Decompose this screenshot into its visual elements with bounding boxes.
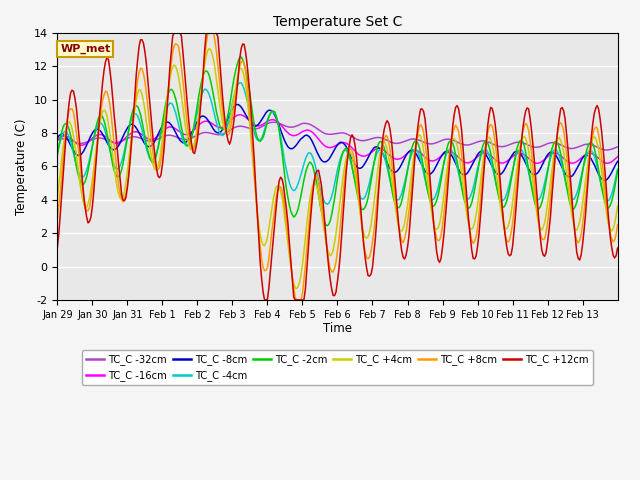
TC_C +4cm — [103, 113, 111, 119]
TC_C -32cm — [67, 138, 74, 144]
TC_C -8cm — [445, 149, 452, 155]
TC_C +8cm — [446, 151, 454, 156]
TC_C -16cm — [67, 135, 74, 141]
TC_C -16cm — [103, 135, 111, 141]
TC_C -4cm — [614, 166, 621, 172]
TC_C -2cm — [446, 138, 454, 144]
TC_C -2cm — [323, 223, 331, 228]
TC_C +12cm — [353, 154, 360, 160]
TC_C +4cm — [205, 46, 213, 52]
TC_C -16cm — [534, 160, 541, 166]
TC_C +8cm — [428, 207, 436, 213]
TC_C -32cm — [269, 120, 277, 125]
Line: TC_C -16cm: TC_C -16cm — [58, 115, 618, 163]
TC_C +12cm — [67, 90, 74, 96]
TC_C -2cm — [353, 187, 360, 192]
TC_C -32cm — [103, 137, 111, 143]
TC_C -16cm — [54, 137, 61, 143]
Y-axis label: Temperature (C): Temperature (C) — [15, 118, 28, 215]
TC_C -8cm — [54, 135, 61, 141]
TC_C -16cm — [285, 131, 293, 137]
TC_C +8cm — [353, 172, 360, 178]
TC_C -16cm — [236, 112, 244, 118]
Line: TC_C +4cm: TC_C +4cm — [58, 49, 618, 288]
TC_C -32cm — [445, 136, 452, 142]
TC_C -8cm — [67, 142, 74, 148]
Line: TC_C -2cm: TC_C -2cm — [58, 57, 618, 226]
TC_C -8cm — [427, 171, 435, 177]
Line: TC_C -32cm: TC_C -32cm — [58, 122, 618, 150]
TC_C -8cm — [614, 158, 621, 164]
TC_C -2cm — [614, 168, 621, 174]
TC_C +12cm — [287, 257, 294, 263]
TC_C -32cm — [614, 144, 621, 150]
TC_C -8cm — [103, 140, 111, 145]
TC_C +4cm — [353, 180, 360, 186]
TC_C -16cm — [351, 148, 359, 154]
Text: WP_met: WP_met — [60, 44, 111, 54]
Line: TC_C +12cm: TC_C +12cm — [58, 33, 618, 300]
TC_C +8cm — [205, 30, 213, 36]
TC_C -32cm — [285, 124, 293, 130]
Legend: TC_C -32cm, TC_C -16cm, TC_C -8cm, TC_C -4cm, TC_C -2cm, TC_C +4cm, TC_C +8cm, T: TC_C -32cm, TC_C -16cm, TC_C -8cm, TC_C … — [82, 350, 593, 385]
TC_C +8cm — [285, 246, 293, 252]
TC_C -8cm — [233, 102, 241, 108]
TC_C -4cm — [54, 150, 61, 156]
TC_C +4cm — [428, 214, 436, 219]
TC_C +12cm — [170, 30, 178, 36]
TC_C -2cm — [103, 131, 111, 136]
TC_C -4cm — [353, 183, 360, 189]
TC_C +4cm — [446, 147, 454, 153]
TC_C -32cm — [351, 135, 359, 141]
TC_C +4cm — [67, 121, 74, 127]
TC_C +8cm — [614, 222, 621, 228]
Line: TC_C -4cm: TC_C -4cm — [58, 83, 618, 204]
X-axis label: Time: Time — [323, 323, 352, 336]
TC_C -2cm — [67, 132, 74, 138]
TC_C -32cm — [604, 147, 611, 153]
TC_C -2cm — [428, 203, 436, 209]
TC_C -4cm — [285, 180, 293, 185]
TC_C +4cm — [614, 203, 621, 209]
TC_C +8cm — [67, 106, 74, 112]
TC_C -32cm — [427, 141, 435, 147]
TC_C +12cm — [54, 244, 61, 250]
TC_C -16cm — [445, 149, 452, 155]
TC_C -8cm — [351, 162, 359, 168]
TC_C -4cm — [428, 197, 436, 203]
TC_C -16cm — [614, 154, 621, 160]
TC_C -2cm — [237, 54, 245, 60]
TC_C -32cm — [54, 137, 61, 143]
TC_C -4cm — [236, 80, 244, 85]
TC_C -8cm — [600, 178, 608, 183]
TC_C -4cm — [323, 201, 331, 207]
TC_C +12cm — [103, 55, 111, 60]
TC_C +12cm — [428, 204, 436, 210]
TC_C -16cm — [427, 158, 435, 164]
Title: Temperature Set C: Temperature Set C — [273, 15, 402, 29]
TC_C +4cm — [54, 194, 61, 200]
TC_C -4cm — [446, 146, 454, 152]
TC_C +8cm — [103, 89, 111, 95]
TC_C +8cm — [292, 297, 300, 303]
TC_C +4cm — [292, 286, 300, 291]
TC_C +8cm — [54, 216, 61, 221]
TC_C -2cm — [54, 152, 61, 158]
TC_C +12cm — [260, 297, 268, 303]
TC_C +4cm — [285, 252, 293, 258]
TC_C -8cm — [285, 145, 293, 151]
TC_C -4cm — [67, 139, 74, 145]
TC_C -4cm — [103, 135, 111, 141]
TC_C +12cm — [446, 158, 454, 164]
TC_C -2cm — [285, 202, 293, 208]
Line: TC_C +8cm: TC_C +8cm — [58, 33, 618, 300]
TC_C +12cm — [614, 245, 621, 251]
Line: TC_C -8cm: TC_C -8cm — [58, 105, 618, 180]
